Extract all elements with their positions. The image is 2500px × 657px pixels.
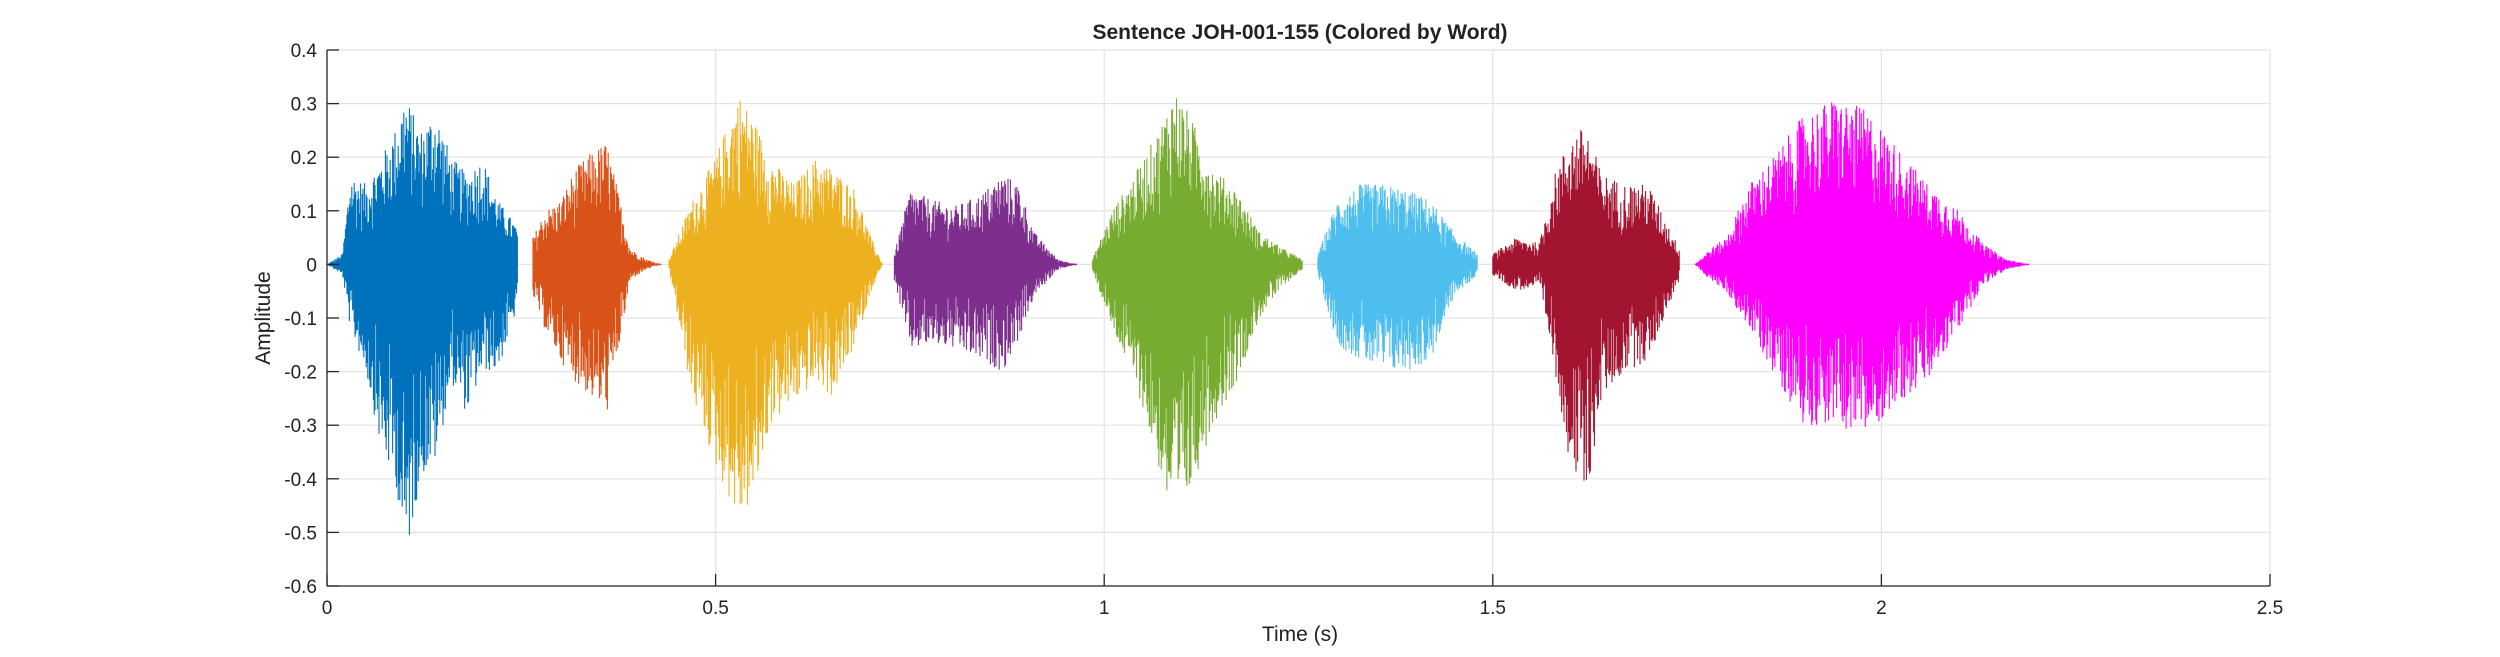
x-tick-label: 2 <box>1876 598 1887 619</box>
x-tick-label: 2.5 <box>2257 598 2283 619</box>
series-1-line <box>327 108 518 535</box>
y-tick-label: -0.6 <box>284 577 317 598</box>
series-8-line <box>1695 102 2030 429</box>
series-7-line <box>1492 130 1680 481</box>
series-2-waveform <box>532 146 662 410</box>
y-tick-label: -0.5 <box>284 523 317 544</box>
waveform-series <box>327 98 2030 535</box>
y-tick-label: 0.3 <box>291 95 317 116</box>
series-8-waveform <box>1694 102 2030 429</box>
y-tick-label: 0 <box>306 255 317 276</box>
x-tick-label: 1 <box>1099 598 1110 619</box>
tick-labels: 0 0.5 1 1.5 2 2.5 0.4 0.3 0.2 0.1 0 -0.1 -0.2 -0.3 -0.… <box>284 41 2283 619</box>
y-axis-label: Amplitude <box>252 271 275 364</box>
series-7-waveform <box>1492 130 1680 481</box>
y-tick-label: -0.1 <box>284 309 317 330</box>
series-6-waveform <box>1317 184 1478 370</box>
series-3-line <box>668 100 884 505</box>
y-tick-label: 0.4 <box>291 41 318 62</box>
y-tick-label: 0.2 <box>291 148 317 169</box>
x-axis-label: Time (s) <box>1262 623 1338 646</box>
y-tick-label: -0.3 <box>284 416 317 437</box>
series-3-waveform <box>668 100 884 505</box>
series-1-waveform <box>327 108 518 535</box>
x-tick-label: 1.5 <box>1480 598 1506 619</box>
y-tick-label: 0.1 <box>291 202 317 223</box>
chart-title: Sentence JOH-001-155 (Colored by Word) <box>1092 21 1507 44</box>
y-tick-label: -0.4 <box>284 470 317 491</box>
y-tick-label: -0.2 <box>284 363 317 384</box>
series-5-waveform <box>1091 98 1303 491</box>
x-tick-label: 0.5 <box>702 598 728 619</box>
series-6-line <box>1317 184 1478 370</box>
plot-axes <box>326 49 2271 587</box>
x-tick-label: 0 <box>322 598 333 619</box>
series-5-line <box>1091 98 1303 491</box>
series-4-waveform <box>893 178 1078 370</box>
